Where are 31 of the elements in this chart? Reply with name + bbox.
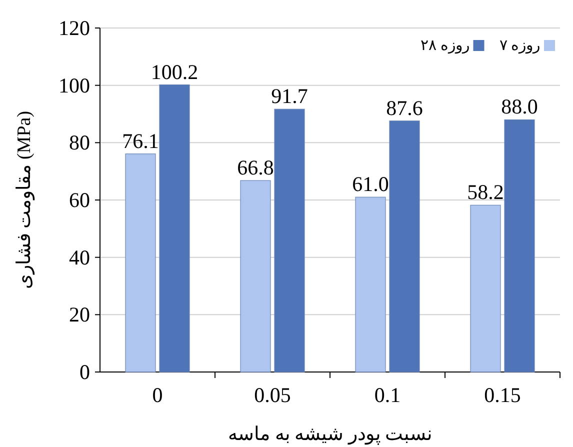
bar [159,84,190,372]
text: 61.0 [352,172,389,196]
bar [125,154,156,372]
text: 58.2 [467,180,504,204]
x-tick-label: 0.05 [254,383,291,407]
x-tick-label: 0 [152,383,163,407]
bar [470,204,501,372]
y-tick-label: 60 [69,188,90,212]
y-axis-title: مقاومت فشاری (MPa) [14,110,35,290]
y-tick-label: 40 [69,245,90,270]
y-tick-label: 100 [58,73,90,98]
bar [504,119,535,372]
legend-label: ۲۸ روزه [420,38,470,54]
legend-label: ۷ روزه [499,38,540,54]
text: 91.7 [271,84,308,108]
text: 66.8 [237,156,274,180]
text: 87.6 [386,96,423,120]
y-tick-label: 20 [69,302,90,327]
bar [355,196,386,372]
x-tick-label: 0.15 [484,383,521,407]
text: 76.1 [122,128,159,153]
y-tick-label: 120 [58,16,90,40]
bar [389,120,420,372]
bar [274,108,305,372]
text: 100.2 [150,60,198,84]
y-tick-label: 0 [80,360,90,384]
x-tick-label: 0.1 [374,383,401,407]
text: 88.0 [501,94,538,119]
bar [240,180,271,372]
x-axis-title: نسبت پودر شیشه به ماسه [228,424,432,445]
y-tick-label: 80 [69,130,90,155]
